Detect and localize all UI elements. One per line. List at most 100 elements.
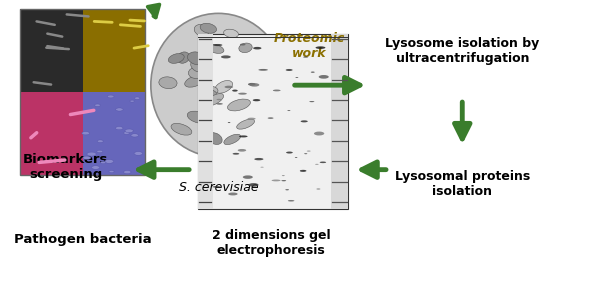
Bar	[83, 92, 145, 175]
Ellipse shape	[159, 77, 177, 89]
Ellipse shape	[104, 160, 114, 163]
Ellipse shape	[259, 69, 268, 71]
Ellipse shape	[223, 29, 239, 38]
Ellipse shape	[288, 200, 294, 201]
Ellipse shape	[252, 99, 260, 101]
Ellipse shape	[238, 93, 247, 95]
Ellipse shape	[253, 47, 262, 50]
Text: Proteomic
work: Proteomic work	[274, 32, 345, 60]
Ellipse shape	[228, 99, 251, 111]
Ellipse shape	[240, 44, 245, 46]
Ellipse shape	[320, 162, 326, 163]
Ellipse shape	[233, 153, 239, 155]
Ellipse shape	[314, 132, 324, 136]
Ellipse shape	[254, 158, 263, 160]
Ellipse shape	[304, 153, 307, 154]
Ellipse shape	[131, 134, 138, 137]
Ellipse shape	[116, 108, 123, 111]
Ellipse shape	[228, 122, 230, 123]
Ellipse shape	[301, 120, 308, 122]
Ellipse shape	[309, 101, 314, 102]
Text: Lysosomal proteins
isolation: Lysosomal proteins isolation	[394, 170, 530, 198]
Ellipse shape	[288, 110, 291, 111]
Ellipse shape	[216, 99, 222, 100]
Ellipse shape	[248, 83, 255, 86]
Ellipse shape	[97, 140, 103, 143]
Bar	[331, 35, 348, 209]
Ellipse shape	[207, 44, 224, 53]
Ellipse shape	[171, 123, 192, 135]
Bar	[198, 35, 348, 209]
Text: 2 dimensions gel
electrophoresis: 2 dimensions gel electrophoresis	[212, 229, 330, 257]
Ellipse shape	[200, 86, 218, 96]
Ellipse shape	[109, 170, 114, 173]
Ellipse shape	[123, 132, 130, 134]
Ellipse shape	[282, 175, 284, 176]
Bar	[83, 9, 145, 92]
Ellipse shape	[239, 136, 248, 138]
Text: Lysosome isolation by
ultracentrifugation: Lysosome isolation by ultracentrifugatio…	[385, 37, 539, 65]
Ellipse shape	[268, 117, 274, 119]
Ellipse shape	[115, 127, 123, 130]
Ellipse shape	[82, 132, 89, 135]
Ellipse shape	[311, 72, 315, 73]
Ellipse shape	[228, 192, 237, 196]
Ellipse shape	[260, 167, 264, 168]
Ellipse shape	[188, 67, 205, 79]
Ellipse shape	[151, 13, 286, 157]
Ellipse shape	[83, 156, 91, 160]
Ellipse shape	[124, 170, 131, 174]
Ellipse shape	[108, 95, 114, 98]
Ellipse shape	[177, 52, 190, 63]
Ellipse shape	[134, 152, 143, 155]
Ellipse shape	[285, 189, 289, 190]
Ellipse shape	[295, 77, 298, 78]
Ellipse shape	[224, 134, 240, 145]
Ellipse shape	[300, 170, 306, 172]
Bar	[198, 35, 213, 209]
Ellipse shape	[273, 89, 281, 91]
Ellipse shape	[87, 152, 96, 156]
Ellipse shape	[272, 179, 280, 181]
Ellipse shape	[92, 166, 100, 169]
Ellipse shape	[187, 111, 209, 123]
Ellipse shape	[215, 81, 233, 93]
Text: S. cerevisiae: S. cerevisiae	[179, 181, 259, 194]
Ellipse shape	[185, 75, 204, 87]
Ellipse shape	[125, 129, 133, 133]
Ellipse shape	[281, 180, 286, 181]
Ellipse shape	[194, 24, 209, 36]
Ellipse shape	[286, 152, 293, 153]
Ellipse shape	[319, 75, 329, 79]
Ellipse shape	[232, 90, 238, 92]
Text: Pathogen bacteria: Pathogen bacteria	[14, 233, 152, 246]
Ellipse shape	[206, 94, 223, 106]
Ellipse shape	[134, 97, 140, 99]
Ellipse shape	[286, 69, 292, 71]
Ellipse shape	[295, 157, 297, 158]
Ellipse shape	[243, 175, 253, 179]
Ellipse shape	[237, 119, 254, 129]
Text: Biomarkers
screening: Biomarkers screening	[23, 153, 108, 181]
Ellipse shape	[216, 103, 223, 104]
Ellipse shape	[225, 86, 233, 88]
Ellipse shape	[169, 53, 184, 63]
Ellipse shape	[203, 89, 217, 99]
Ellipse shape	[248, 118, 255, 120]
Ellipse shape	[316, 188, 320, 189]
Ellipse shape	[97, 150, 103, 153]
Ellipse shape	[315, 46, 326, 49]
Ellipse shape	[100, 161, 106, 164]
Ellipse shape	[315, 164, 319, 165]
Ellipse shape	[303, 57, 308, 58]
Ellipse shape	[95, 104, 100, 106]
Ellipse shape	[187, 52, 207, 65]
Bar	[21, 9, 145, 175]
Bar	[21, 92, 83, 175]
Bar	[21, 9, 83, 92]
Ellipse shape	[221, 55, 231, 58]
Ellipse shape	[200, 23, 216, 33]
Ellipse shape	[249, 83, 259, 87]
Ellipse shape	[213, 186, 220, 188]
Ellipse shape	[191, 59, 208, 72]
